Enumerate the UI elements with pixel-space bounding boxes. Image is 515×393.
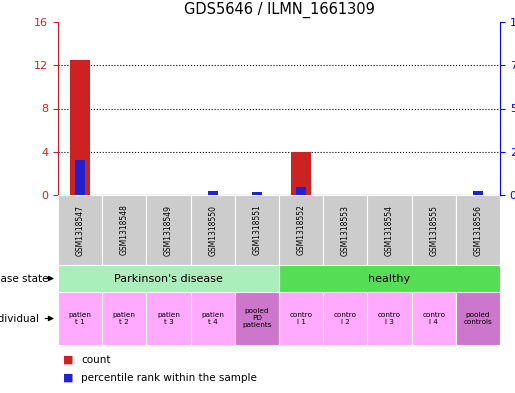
Bar [279,265,500,292]
Text: GSM1318548: GSM1318548 [120,205,129,255]
Bar [473,191,483,195]
Text: patien
t 4: patien t 4 [201,312,224,325]
Bar [456,195,500,265]
Bar [411,292,456,345]
Text: ■: ■ [63,373,74,383]
Text: percentile rank within the sample: percentile rank within the sample [81,373,257,383]
Text: healthy: healthy [368,274,410,283]
Bar [146,195,191,265]
Text: Parkinson's disease: Parkinson's disease [114,274,223,283]
Bar [146,292,191,345]
Text: pooled
PD
patients: pooled PD patients [242,309,271,329]
Bar [58,292,102,345]
Text: GSM1318550: GSM1318550 [208,204,217,255]
Title: GDS5646 / ILMN_1661309: GDS5646 / ILMN_1661309 [183,2,374,18]
Bar [323,195,367,265]
Text: contro
l 4: contro l 4 [422,312,445,325]
Text: patien
t 2: patien t 2 [113,312,136,325]
Bar [323,292,367,345]
Bar [235,195,279,265]
Text: GSM1318552: GSM1318552 [297,205,305,255]
Text: GSM1318551: GSM1318551 [252,205,262,255]
Text: patien
t 3: patien t 3 [157,312,180,325]
Bar [279,195,323,265]
Text: GSM1318549: GSM1318549 [164,204,173,255]
Text: contro
l 2: contro l 2 [334,312,357,325]
Text: GSM1318555: GSM1318555 [429,204,438,255]
Bar [102,292,146,345]
Text: ■: ■ [63,355,74,365]
Text: contro
l 1: contro l 1 [289,312,313,325]
Bar [252,192,262,195]
Bar [58,265,279,292]
Bar [235,292,279,345]
Bar [296,187,306,195]
Bar [102,195,146,265]
Text: GSM1318554: GSM1318554 [385,204,394,255]
Text: GSM1318553: GSM1318553 [341,204,350,255]
Text: contro
l 3: contro l 3 [378,312,401,325]
Bar [58,195,102,265]
Bar [411,195,456,265]
Text: individual: individual [0,314,39,323]
Bar [208,191,218,195]
Bar [191,292,235,345]
Bar [191,195,235,265]
Text: disease state: disease state [0,274,48,283]
Bar [367,195,411,265]
Bar [456,292,500,345]
Text: pooled
controls: pooled controls [464,312,492,325]
Bar [367,292,411,345]
Text: patien
t 1: patien t 1 [68,312,92,325]
Bar [291,152,311,195]
Text: GSM1318556: GSM1318556 [473,204,483,255]
Bar [70,60,90,195]
Text: GSM1318547: GSM1318547 [76,204,84,255]
Bar [279,292,323,345]
Bar [75,160,85,195]
Text: count: count [81,355,111,365]
